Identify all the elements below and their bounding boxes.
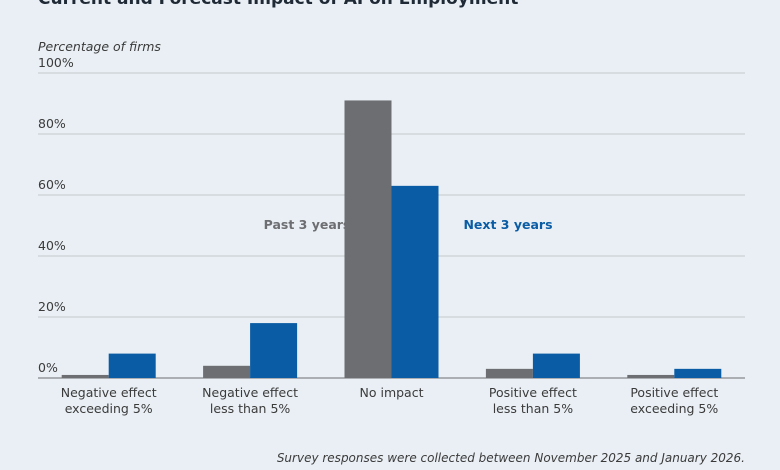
x-tick-label: No impact — [360, 385, 424, 400]
y-tick-label: 60% — [38, 177, 66, 192]
bar — [674, 368, 722, 378]
bar — [344, 100, 392, 378]
bar — [108, 353, 156, 378]
legend-label: Past 3 years — [264, 217, 351, 232]
note: Survey responses were collected between … — [277, 451, 745, 465]
bar — [61, 374, 109, 378]
chart-title: Current and Forecast Impact of AI on Emp… — [38, 0, 518, 9]
y-tick-label: 80% — [38, 116, 66, 131]
x-tick-label: Positive effect exceeding 5% — [630, 385, 718, 416]
bar — [203, 365, 251, 378]
y-axis-label: Percentage of firms — [38, 39, 161, 54]
bar — [391, 185, 439, 378]
legend-label: Next 3 years — [463, 217, 552, 232]
bar — [627, 374, 675, 378]
y-tick-label: 20% — [38, 299, 66, 314]
y-tick-label: 40% — [38, 238, 66, 253]
bar — [250, 323, 298, 378]
bar — [532, 353, 580, 378]
x-tick-label: Negative effect exceeding 5% — [61, 385, 157, 416]
x-tick-label: Positive effect less than 5% — [489, 385, 577, 416]
bar — [485, 368, 533, 378]
y-tick-label: 100% — [38, 55, 74, 70]
x-tick-label: Negative effect less than 5% — [202, 385, 298, 416]
y-tick-label: 0% — [38, 360, 58, 375]
